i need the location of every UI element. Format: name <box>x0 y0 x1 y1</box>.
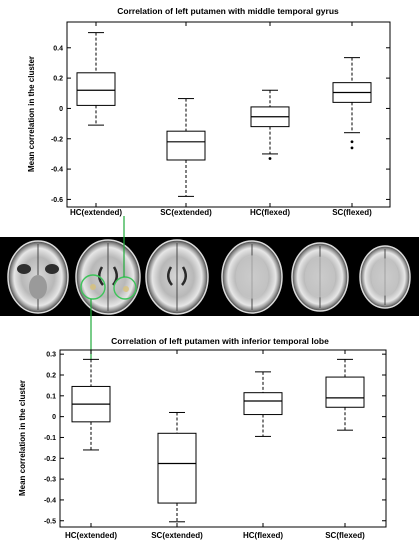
brain-slice <box>291 242 349 312</box>
plot-frame <box>59 349 387 528</box>
ventricles <box>167 266 187 286</box>
iqr-box <box>243 392 283 416</box>
outlier-point <box>350 146 354 150</box>
brain-slice <box>145 239 209 315</box>
chart-middle-temporal: Correlation of left putamen with middle … <box>27 6 391 217</box>
white-matter <box>304 256 336 298</box>
cerebellum <box>29 275 47 299</box>
category-label: SC(extended) <box>160 208 212 217</box>
category-label: SC(extended) <box>151 531 203 540</box>
category-label: HC(flexed) <box>243 531 283 540</box>
brain-slice <box>221 240 283 314</box>
y-tick-label: 0.1 <box>46 393 56 400</box>
y-tick-label: 0.4 <box>53 45 63 52</box>
roi-blob-right <box>123 286 129 292</box>
box-SC(flexed) <box>332 57 372 150</box>
y-tick-label: -0.3 <box>44 477 56 484</box>
brain-slices-strip <box>0 237 419 316</box>
y-tick-label: 0.2 <box>53 76 63 83</box>
outlier-point <box>268 157 272 160</box>
outlier-point <box>350 140 354 144</box>
category-label: HC(flexed) <box>250 208 290 217</box>
y-tick-label: -0.6 <box>51 197 63 204</box>
chart-title: Correlation of left putamen with middle … <box>117 6 339 16</box>
y-axis-label: Mean correlation in the cluster <box>27 56 36 172</box>
y-tick-label: -0.4 <box>44 497 56 504</box>
category-label: SC(flexed) <box>332 208 372 217</box>
y-tick-label: 0 <box>59 106 63 113</box>
white-matter <box>371 258 399 296</box>
brain-slice <box>359 245 411 309</box>
y-tick-label: -0.2 <box>44 456 56 463</box>
y-axis-label: Mean correlation in the cluster <box>18 380 27 496</box>
chart-inferior-temporal: Correlation of left putamen with inferio… <box>18 336 387 540</box>
y-tick-label: -0.4 <box>51 167 63 174</box>
category-label: HC(extended) <box>65 531 117 540</box>
strip-background <box>0 237 419 316</box>
roi-blob-left <box>90 284 96 290</box>
roi-circle-left <box>80 274 106 300</box>
box-SC(extended) <box>166 98 206 197</box>
box-HC(flexed) <box>250 89 290 160</box>
y-tick-label: -0.1 <box>44 435 56 442</box>
brain-slice <box>7 240 69 314</box>
temporal-cavity <box>17 264 31 274</box>
y-tick-label: -0.2 <box>51 136 63 143</box>
box-HC(extended) <box>71 358 111 451</box>
iqr-box <box>325 376 365 408</box>
iqr-box <box>76 72 116 106</box>
y-tick-label: -0.5 <box>44 518 56 525</box>
box-HC(flexed) <box>243 371 283 437</box>
iqr-box <box>157 432 197 504</box>
box-SC(extended) <box>157 411 197 523</box>
box-HC(extended) <box>76 32 116 126</box>
white-matter <box>235 255 269 299</box>
y-tick-label: 0 <box>52 414 56 421</box>
plot-frame <box>66 21 391 208</box>
box-SC(flexed) <box>325 358 365 431</box>
category-label: SC(flexed) <box>325 531 365 540</box>
chart-title: Correlation of left putamen with inferio… <box>111 336 329 346</box>
category-label: HC(extended) <box>70 208 122 217</box>
iqr-box <box>166 130 206 161</box>
roi-circle-right <box>113 276 137 300</box>
y-tick-label: 0.2 <box>46 372 56 379</box>
y-tick-label: 0.3 <box>46 352 56 359</box>
temporal-cavity <box>45 264 59 274</box>
